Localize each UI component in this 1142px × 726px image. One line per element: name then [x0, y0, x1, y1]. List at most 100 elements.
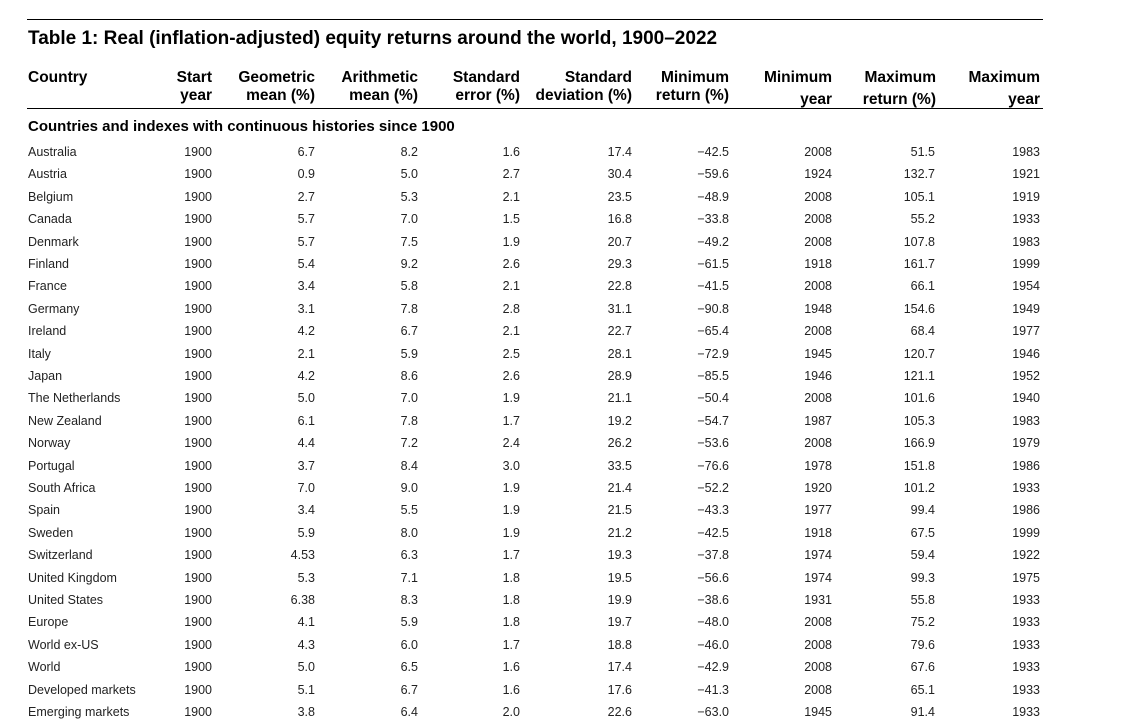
cell-minimum-return: −37.8 — [697, 548, 729, 563]
cell-standard-deviation: 19.2 — [607, 413, 632, 428]
cell-standard-deviation: 28.1 — [607, 346, 632, 361]
cell-standard-error: 1.6 — [502, 682, 520, 697]
cell-minimum-return: −43.3 — [697, 503, 729, 518]
cell-minimum-year: 2008 — [804, 189, 832, 204]
cell-country: World — [28, 660, 61, 675]
cell-maximum-return: 99.4 — [910, 503, 935, 518]
cell-minimum-year: 2008 — [804, 637, 832, 652]
table-row: Finland 1900 5.4 9.2 2.6 29.3 −61.5 1918 161.7 19… — [0, 256, 1142, 278]
cell-geometric-mean: 5.7 — [297, 234, 315, 249]
cell-minimum-return: −72.9 — [697, 346, 729, 361]
cell-country: Switzerland — [28, 548, 93, 563]
cell-arithmetic-mean: 7.8 — [400, 301, 418, 316]
cell-standard-error: 1.5 — [502, 212, 520, 227]
cell-start-year: 1900 — [184, 167, 212, 182]
cell-standard-deviation: 28.9 — [607, 369, 632, 383]
cell-standard-deviation: 21.2 — [607, 525, 632, 540]
cell-standard-error: 2.1 — [502, 189, 520, 204]
cell-maximum-year: 1983 — [1012, 413, 1040, 428]
cell-start-year: 1900 — [184, 481, 212, 495]
table-row: Spain 1900 3.4 5.5 1.9 21.5 −43.3 1977 99.4 1986 — [0, 502, 1142, 524]
table-row: United States 1900 6.38 8.3 1.8 19.9 −38.6 1931… — [0, 592, 1142, 614]
cell-maximum-year: 1977 — [1012, 324, 1040, 339]
cell-maximum-year: 1921 — [1012, 167, 1040, 182]
cell-geometric-mean: 2.7 — [297, 189, 315, 204]
cell-arithmetic-mean: 5.8 — [400, 279, 418, 294]
cell-country: Emerging markets — [28, 705, 130, 719]
cell-maximum-return: 67.5 — [910, 525, 935, 540]
table-row: Portugal 1900 3.7 8.4 3.0 33.5 −76.6 1978 151.8 1… — [0, 458, 1142, 480]
cell-standard-deviation: 21.5 — [607, 503, 632, 518]
cell-country: Norway — [28, 436, 71, 451]
cell-start-year: 1900 — [184, 593, 212, 607]
cell-minimum-year: 2008 — [804, 212, 832, 227]
table-row: The Netherlands 1900 5.0 7.0 1.9 21.1 −50.4 200… — [0, 390, 1142, 412]
cell-standard-error: 1.7 — [502, 413, 520, 428]
cell-country: World ex-US — [28, 637, 99, 652]
cell-geometric-mean: 7.0 — [297, 481, 315, 495]
cell-start-year: 1900 — [184, 570, 212, 585]
cell-minimum-return: −41.3 — [697, 682, 729, 697]
cell-arithmetic-mean: 5.5 — [400, 503, 418, 518]
cell-standard-deviation: 21.1 — [607, 391, 632, 406]
cell-country: Denmark — [28, 234, 79, 249]
cell-arithmetic-mean: 7.5 — [400, 234, 418, 249]
cell-maximum-return: 68.4 — [910, 324, 935, 339]
table-row: World 1900 5.0 6.5 1.6 17.4 −42.9 2008 67.6 1933 — [0, 659, 1142, 681]
cell-geometric-mean: 5.0 — [297, 391, 315, 406]
cell-minimum-return: −41.5 — [697, 279, 729, 294]
cell-arithmetic-mean: 6.7 — [400, 682, 418, 697]
cell-geometric-mean: 4.53 — [290, 548, 315, 563]
cell-arithmetic-mean: 8.2 — [400, 145, 418, 159]
cell-maximum-return: 105.3 — [903, 413, 935, 428]
header-rule — [27, 108, 1043, 109]
cell-arithmetic-mean: 5.9 — [400, 615, 418, 630]
cell-arithmetic-mean: 6.3 — [400, 548, 418, 563]
cell-minimum-year: 1978 — [804, 458, 832, 473]
cell-maximum-return: 132.7 — [903, 167, 935, 182]
cell-maximum-year: 1933 — [1012, 705, 1040, 719]
cell-arithmetic-mean: 5.9 — [400, 346, 418, 361]
cell-start-year: 1900 — [184, 705, 212, 719]
table-row: Sweden 1900 5.9 8.0 1.9 21.2 −42.5 1918 67.5 1999 — [0, 525, 1142, 547]
table-row: Europe 1900 4.1 5.9 1.8 19.7 −48.0 2008 75.2 1933 — [0, 614, 1142, 636]
cell-geometric-mean: 4.2 — [297, 324, 315, 339]
table-row: Italy 1900 2.1 5.9 2.5 28.1 −72.9 1945 120.7 1946 — [0, 346, 1142, 368]
table-row: Japan 1900 4.2 8.6 2.6 28.9 −85.5 1946 121.1 1952 — [0, 368, 1142, 390]
table-row: Norway 1900 4.4 7.2 2.4 26.2 −53.6 2008 166.9 197… — [0, 435, 1142, 457]
cell-minimum-year: 2008 — [804, 436, 832, 451]
cell-geometric-mean: 5.9 — [297, 525, 315, 540]
cell-country: Canada — [28, 212, 72, 227]
cell-standard-error: 1.9 — [502, 391, 520, 406]
cell-geometric-mean: 3.4 — [297, 503, 315, 518]
cell-geometric-mean: 4.1 — [297, 615, 315, 630]
cell-geometric-mean: 4.3 — [297, 637, 315, 652]
cell-standard-deviation: 30.4 — [607, 167, 632, 182]
cell-maximum-return: 105.1 — [903, 189, 935, 204]
cell-start-year: 1900 — [184, 324, 212, 339]
cell-arithmetic-mean: 8.6 — [400, 369, 418, 383]
cell-country: Austria — [28, 167, 67, 182]
cell-maximum-year: 1952 — [1012, 369, 1040, 383]
cell-standard-error: 1.8 — [502, 570, 520, 585]
cell-standard-error: 1.9 — [502, 481, 520, 495]
cell-minimum-return: −42.5 — [697, 145, 729, 159]
table-row: United Kingdom 1900 5.3 7.1 1.8 19.5 −56.6 1974… — [0, 570, 1142, 592]
cell-minimum-return: −48.0 — [697, 615, 729, 630]
cell-standard-error: 1.8 — [502, 593, 520, 607]
cell-geometric-mean: 5.7 — [297, 212, 315, 227]
cell-maximum-year: 1999 — [1012, 257, 1040, 271]
cell-minimum-year: 1945 — [804, 705, 832, 719]
cell-minimum-return: −49.2 — [697, 234, 729, 249]
cell-standard-error: 1.9 — [502, 503, 520, 518]
cell-start-year: 1900 — [184, 391, 212, 406]
cell-maximum-year: 1979 — [1012, 436, 1040, 451]
cell-start-year: 1900 — [184, 637, 212, 652]
cell-country: United Kingdom — [28, 570, 117, 585]
cell-maximum-return: 55.2 — [910, 212, 935, 227]
cell-minimum-year: 2008 — [804, 682, 832, 697]
table-row: Switzerland 1900 4.53 6.3 1.7 19.3 −37.8 1974 59… — [0, 547, 1142, 569]
cell-start-year: 1900 — [184, 257, 212, 271]
cell-country: Europe — [28, 615, 69, 630]
cell-geometric-mean: 6.1 — [297, 413, 315, 428]
